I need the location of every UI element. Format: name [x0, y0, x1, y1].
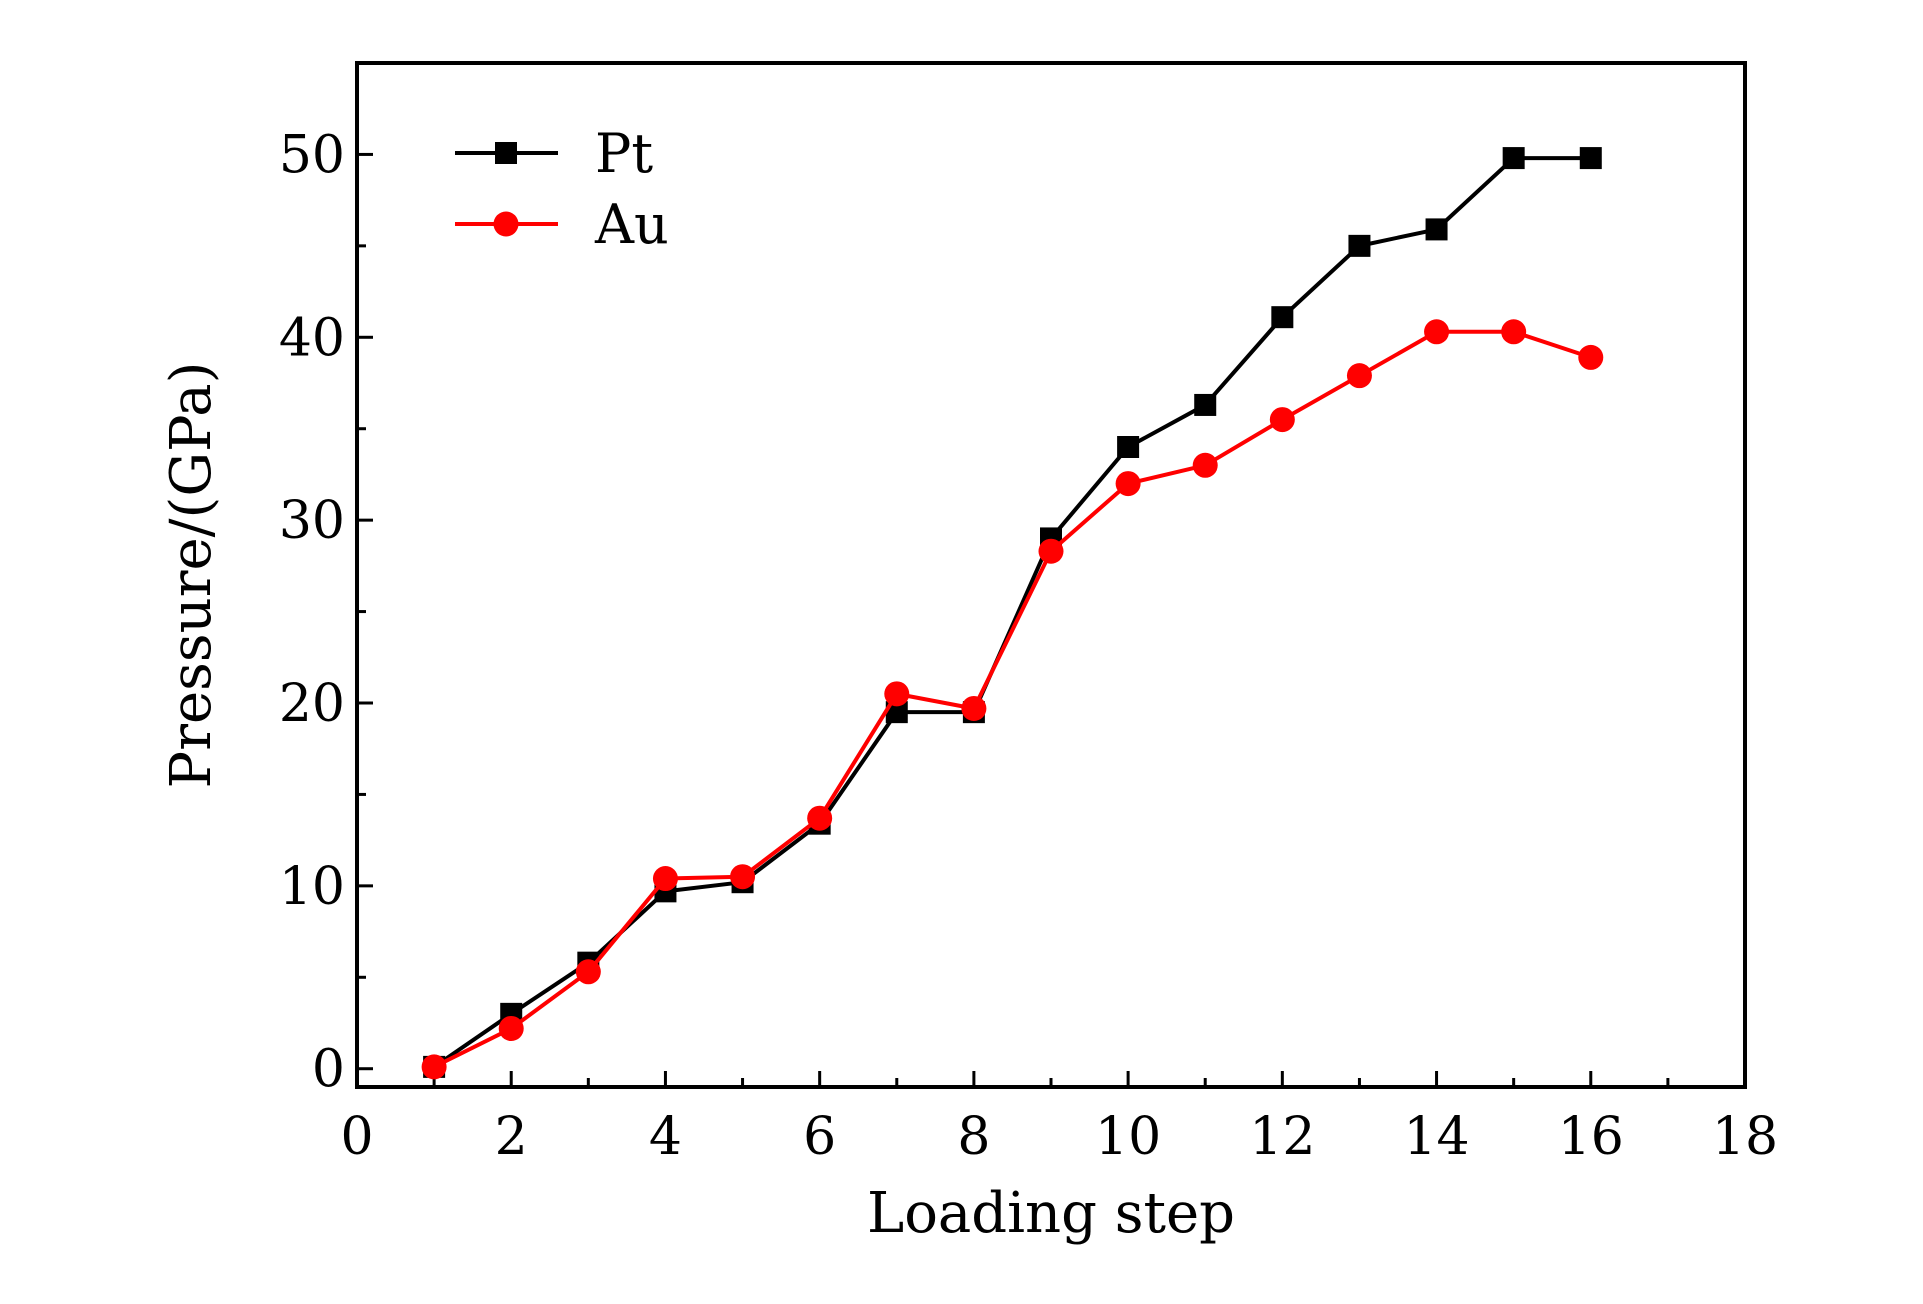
data-point-au — [652, 866, 678, 892]
series-line-au — [433, 329, 1592, 1069]
data-point-au — [961, 695, 987, 721]
data-point-au — [421, 1054, 447, 1080]
x-tick-label: 10 — [1095, 1107, 1161, 1167]
data-point-au — [807, 805, 833, 831]
x-tick-label: 8 — [957, 1107, 990, 1167]
legend-marker-au — [493, 211, 519, 237]
legend-marker-pt — [495, 142, 517, 164]
data-point-pt — [1502, 147, 1525, 170]
y-axis-title: Pressure/(GPa) — [159, 362, 224, 789]
y-tick-label: 20 — [279, 674, 345, 734]
y-tick-label: 10 — [279, 857, 345, 917]
data-point-au — [498, 1015, 524, 1041]
series-line-pt — [432, 156, 1591, 1069]
legend-label-au: Au — [594, 193, 669, 256]
legend: Pt Au — [455, 122, 669, 256]
data-point-au — [575, 959, 601, 985]
x-tick-label: 4 — [649, 1107, 682, 1167]
data-point-au — [1424, 319, 1450, 345]
x-tick-label: 14 — [1403, 1107, 1469, 1167]
x-axis-title: Loading step — [867, 1181, 1235, 1246]
series-pt — [423, 147, 1602, 1078]
data-point-pt — [1579, 147, 1602, 170]
data-point-au — [884, 681, 910, 707]
data-point-pt — [1425, 218, 1448, 241]
data-point-pt — [1271, 306, 1294, 329]
data-point-au — [1115, 471, 1141, 497]
y-tick-label: 40 — [279, 308, 345, 368]
y-tick-label: 30 — [279, 491, 345, 551]
data-point-au — [1346, 363, 1372, 389]
y-tick-label: 50 — [279, 125, 345, 185]
data-point-au — [1501, 319, 1527, 345]
data-point-au — [1578, 344, 1604, 370]
plot-layer: 0 2 4 6 8 10 12 14 16 18 0 10 20 30 40 50 — [279, 61, 1778, 1167]
data-point-au — [1192, 452, 1218, 478]
legend-label-pt: Pt — [595, 122, 653, 185]
x-tick-label: 12 — [1249, 1107, 1315, 1167]
data-point-au — [730, 864, 756, 890]
series-au — [421, 319, 1604, 1080]
data-point-au — [1038, 538, 1064, 564]
x-tick-label: 16 — [1558, 1107, 1624, 1167]
y-tick-label: 0 — [312, 1040, 345, 1100]
plot-frame — [355, 61, 1747, 1089]
data-point-pt — [1194, 393, 1217, 416]
x-tick-label: 6 — [803, 1107, 836, 1167]
x-tick-label: 0 — [340, 1107, 373, 1167]
x-tick-label: 2 — [495, 1107, 528, 1167]
data-point-au — [1269, 407, 1295, 433]
data-point-pt — [885, 701, 908, 724]
data-point-pt — [1117, 436, 1140, 458]
data-point-pt — [1348, 234, 1371, 257]
x-tick-label: 18 — [1712, 1107, 1778, 1167]
